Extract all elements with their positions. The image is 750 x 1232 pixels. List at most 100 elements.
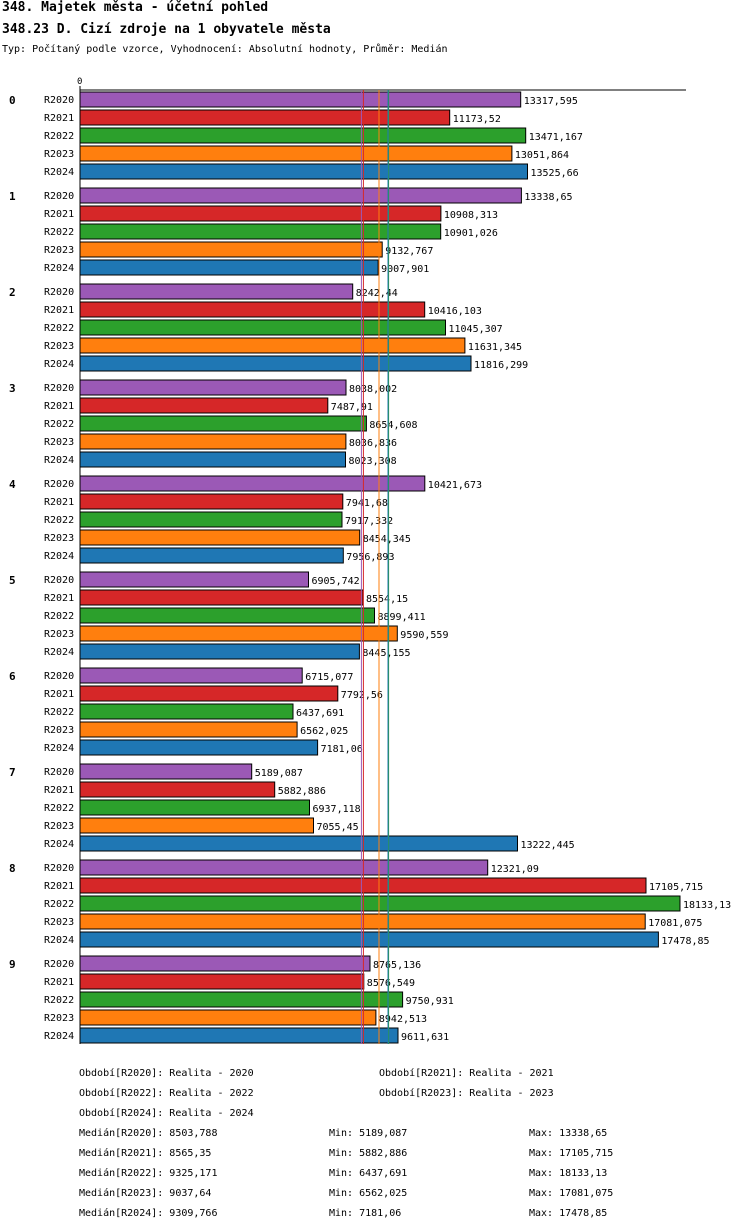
series-label: R2021 [44,977,74,988]
series-label: R2022 [44,131,74,142]
bar-r2024 [79,163,528,180]
median-r2023: Medián[R2023]: 9037,64 [79,1188,212,1199]
series-label: R2020 [44,479,74,490]
series-label: R2020 [44,863,74,874]
bar-r2021 [79,973,365,990]
series-label: R2023 [44,245,74,256]
series-label: R2023 [44,341,74,352]
bar-r2020 [79,475,426,492]
bar-value-label: 9590,559 [400,630,448,641]
bar-r2023 [79,337,466,354]
bar-value-label: 9132,767 [385,246,433,257]
bar-r2021 [79,685,339,702]
series-label: R2023 [44,437,74,448]
max-r2020: Max: 13338,65 [529,1128,608,1139]
bar-value-label: 8554,15 [366,594,408,605]
chart-subtitle: 348.23 D. Cizí zdroje na 1 obyvatele měs… [2,22,331,37]
min-r2023: Min: 6562,025 [329,1188,408,1199]
bar-r2020 [79,379,347,396]
bar-r2022 [79,895,681,912]
bar-r2021 [79,205,442,222]
bar-value-label: 6562,025 [300,726,348,737]
bar-value-label: 5882,886 [278,786,326,797]
bar-r2022 [79,127,527,144]
bar-r2024 [79,259,379,276]
series-label: R2024 [44,455,74,466]
series-label: R2020 [44,575,74,586]
series-label: R2023 [44,725,74,736]
bar-value-label: 7181,06 [321,744,363,755]
bar-r2023 [79,241,383,258]
bar-value-label: 8445,155 [362,648,410,659]
series-label: R2023 [44,149,74,160]
bar-r2023 [79,817,314,834]
bar-value-label: 17081,075 [648,918,702,929]
bar-value-label: 11816,299 [474,360,528,371]
series-label: R2021 [44,113,74,124]
category-label: 0 [9,94,16,107]
category-label: 8 [9,862,16,875]
bar-r2022 [79,607,375,624]
series-label: R2020 [44,959,74,970]
median-r2020: Medián[R2020]: 8503,788 [79,1128,218,1139]
bar-value-label: 13471,167 [529,132,583,143]
category-label: 5 [9,574,16,587]
bar-r2023 [79,145,513,162]
series-label: R2020 [44,95,74,106]
series-label: R2024 [44,647,74,658]
series-label: R2024 [44,743,74,754]
bar-value-label: 6437,691 [296,708,344,719]
median-r2022: Medián[R2022]: 9325,171 [79,1168,218,1179]
series-label: R2021 [44,689,74,700]
bar-r2024 [79,739,319,756]
bar-value-label: 13317,595 [524,96,578,107]
category-label: 2 [9,286,16,299]
bar-r2024 [79,835,518,852]
bar-value-label: 7055,45 [317,822,359,833]
series-label: R2024 [44,263,74,274]
bar-value-label: 10416,103 [428,306,482,317]
bar-r2020 [79,187,522,204]
bar-value-label: 5189,087 [255,768,303,779]
legend-period-r2021: Období[R2021]: Realita - 2021 [379,1068,554,1079]
series-label: R2020 [44,767,74,778]
bar-r2022 [79,223,442,240]
bar-r2023 [79,1009,377,1026]
series-label: R2024 [44,935,74,946]
series-label: R2021 [44,209,74,220]
series-label: R2022 [44,611,74,622]
series-label: R2021 [44,593,74,604]
bar-value-label: 6937,118 [313,804,361,815]
bar-r2022 [79,991,404,1008]
min-r2024: Min: 7181,06 [329,1208,402,1219]
bar-value-label: 6905,742 [312,576,360,587]
bar-r2024 [79,643,360,660]
bar-r2023 [79,625,398,642]
series-label: R2021 [44,497,74,508]
bar-r2024 [79,355,472,372]
bar-value-label: 8765,136 [373,960,421,971]
bar-r2021 [79,109,451,126]
min-r2020: Min: 5189,087 [329,1128,408,1139]
series-label: R2022 [44,995,74,1006]
bar-r2021 [79,301,426,318]
bar-r2020 [79,955,371,972]
bar-r2022 [79,415,367,432]
bar-r2021 [79,493,344,510]
max-r2023: Max: 17081,075 [529,1188,614,1199]
category-label: 6 [9,670,16,683]
series-label: R2023 [44,629,74,640]
bar-r2022 [79,511,343,528]
bar-value-label: 6715,077 [305,672,353,683]
legend-period-r2020: Období[R2020]: Realita - 2020 [79,1068,254,1079]
bar-r2020 [79,763,253,780]
bar-value-label: 7941,68 [346,498,388,509]
bar-value-label: 13525,66 [531,168,579,179]
series-label: R2023 [44,821,74,832]
bar-value-label: 9007,901 [381,264,429,275]
bar-r2024 [79,451,346,468]
bar-r2024 [79,931,659,948]
bar-r2022 [79,319,446,336]
series-label: R2022 [44,227,74,238]
series-label: R2020 [44,383,74,394]
